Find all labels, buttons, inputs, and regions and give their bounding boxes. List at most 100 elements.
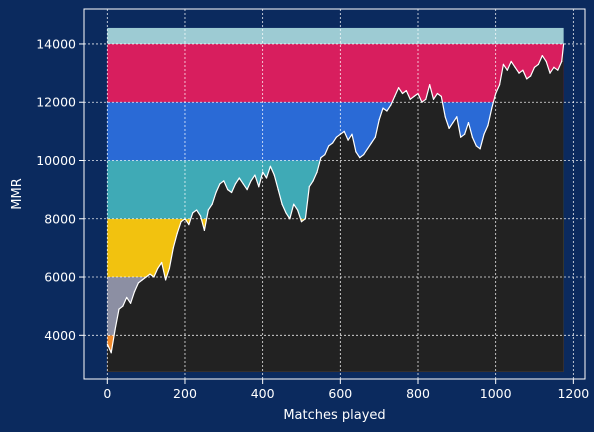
- series-point-33: [234, 183, 237, 185]
- series-point-113: [545, 60, 547, 63]
- series-point-71: [382, 107, 384, 109]
- series-point-117: [561, 60, 563, 63]
- x-axis: 0 200 400 600 800 1000 1200: [103, 379, 589, 401]
- series-point-59: [335, 136, 338, 138]
- x-tick-label-6: 1200: [557, 386, 589, 401]
- series-point-65: [359, 156, 361, 159]
- y-axis: 4000 6000 8000 10000 12000 14000: [36, 36, 84, 343]
- series-point-11: [149, 273, 151, 275]
- series-point-88: [448, 127, 450, 130]
- series-point-38: [254, 174, 256, 176]
- series-point-19: [180, 221, 182, 223]
- series-point-16: [168, 267, 171, 269]
- series-point-34: [238, 177, 240, 179]
- series-point-108: [526, 78, 528, 80]
- series-point-112: [541, 55, 543, 57]
- series-point-67: [366, 148, 369, 150]
- series-point-64: [355, 151, 357, 153]
- series-point-70: [378, 119, 380, 121]
- series-point-4: [122, 305, 124, 307]
- rank-band-6: [107, 27, 564, 44]
- series-point-35: [242, 183, 244, 185]
- x-tick-label-4: 800: [406, 386, 430, 401]
- series-point-18: [176, 232, 178, 234]
- series-point-24: [199, 215, 202, 217]
- series-point-76: [401, 92, 404, 95]
- series-point-1: [110, 352, 112, 354]
- series-point-85: [436, 92, 439, 95]
- series-point-66: [363, 154, 365, 156]
- series-point-69: [374, 136, 376, 138]
- series-point-45: [281, 203, 283, 205]
- series-point-83: [429, 84, 431, 86]
- series-point-97: [483, 133, 485, 135]
- x-tick-label-2: 400: [251, 386, 275, 401]
- series-point-48: [293, 203, 295, 205]
- x-tick-label-0: 0: [103, 386, 111, 401]
- series-point-98: [487, 124, 489, 127]
- series-point-74: [394, 95, 396, 98]
- series-point-72: [386, 110, 388, 112]
- series-point-25: [203, 229, 205, 232]
- y-axis-title: MMR: [10, 178, 25, 209]
- rank-band-5: [107, 43, 564, 103]
- y-tick-label-5: 14000: [36, 36, 76, 51]
- series-point-15: [164, 279, 167, 281]
- series-point-104: [510, 60, 512, 63]
- series-point-115: [553, 66, 555, 68]
- series-point-93: [467, 122, 470, 124]
- series-point-8: [137, 282, 139, 284]
- series-point-57: [328, 145, 330, 147]
- series-point-0: [106, 343, 108, 345]
- series-point-111: [537, 63, 539, 65]
- series-point-91: [460, 136, 462, 138]
- series-point-23: [196, 209, 198, 211]
- x-tick-label-5: 1000: [480, 386, 512, 401]
- x-axis-title: Matches played: [283, 408, 385, 423]
- x-tick-label-1: 200: [173, 386, 197, 401]
- series-point-2: [114, 328, 116, 331]
- series-point-84: [432, 98, 435, 100]
- series-point-5: [126, 296, 128, 299]
- series-point-109: [530, 75, 532, 77]
- series-point-7: [133, 290, 136, 293]
- series-point-21: [188, 223, 190, 226]
- x-tick-label-3: 600: [328, 386, 352, 401]
- series-point-46: [285, 212, 287, 214]
- series-point-44: [277, 189, 279, 191]
- series-layer: [106, 43, 565, 372]
- series-point-92: [464, 133, 466, 135]
- series-point-77: [405, 89, 407, 92]
- series-point-95: [475, 145, 477, 147]
- series-point-106: [518, 72, 520, 74]
- series-point-36: [246, 189, 248, 191]
- series-area-0: [107, 44, 564, 372]
- series-point-118: [563, 43, 565, 45]
- axes-frame: [83, 8, 586, 380]
- series-point-31: [227, 189, 229, 191]
- series-point-107: [522, 69, 524, 71]
- series-point-28: [215, 191, 217, 194]
- series-point-62: [347, 139, 349, 141]
- series-point-17: [172, 247, 174, 249]
- series-point-37: [250, 180, 252, 182]
- series-point-43: [273, 174, 275, 176]
- y-tick-label-3: 10000: [36, 153, 76, 168]
- series-point-13: [157, 267, 159, 269]
- plot-area: [83, 8, 586, 380]
- series-point-99: [491, 107, 493, 109]
- series-point-26: [207, 209, 209, 211]
- y-tick-label-4: 12000: [36, 95, 76, 110]
- series-point-42: [269, 165, 272, 167]
- series-point-39: [258, 186, 260, 188]
- series-point-114: [549, 72, 551, 74]
- series-point-55: [320, 156, 322, 159]
- series-point-29: [219, 183, 221, 185]
- series-point-82: [425, 98, 427, 100]
- series-point-116: [557, 69, 559, 71]
- series-point-49: [297, 209, 299, 211]
- series-point-41: [265, 177, 268, 179]
- series-point-56: [324, 154, 326, 156]
- series-point-78: [409, 98, 411, 100]
